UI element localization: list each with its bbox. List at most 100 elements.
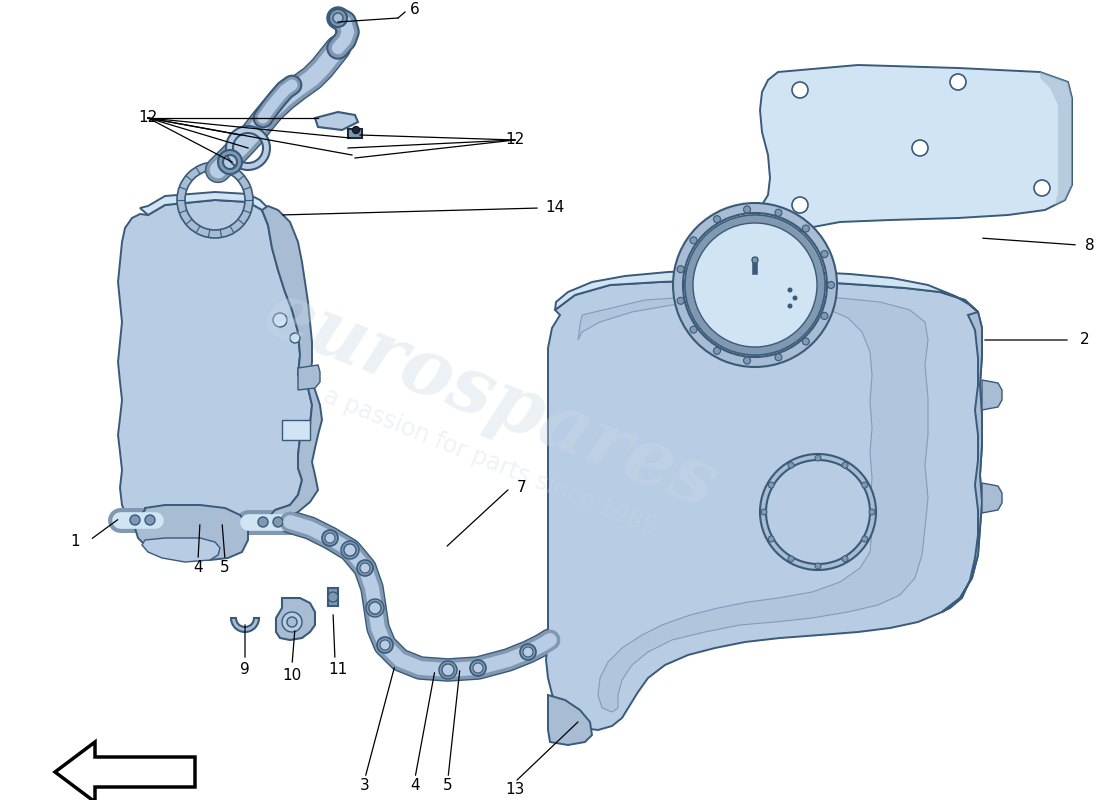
Wedge shape [673,203,837,367]
Circle shape [788,287,792,293]
Bar [282,420,310,440]
Circle shape [768,482,774,488]
Wedge shape [226,126,270,170]
Circle shape [950,74,966,90]
Circle shape [685,215,825,355]
Circle shape [842,462,848,468]
Polygon shape [982,483,1002,513]
Text: eurospares: eurospares [252,274,727,526]
Circle shape [788,303,792,309]
Circle shape [333,13,343,23]
Text: 4: 4 [194,561,202,575]
Circle shape [324,533,336,543]
Circle shape [821,313,828,319]
Text: 11: 11 [329,662,348,678]
Circle shape [258,517,268,527]
Circle shape [130,515,140,525]
Circle shape [861,536,868,542]
Circle shape [744,206,750,213]
Wedge shape [341,541,359,559]
Polygon shape [142,538,220,562]
Text: 4: 4 [410,778,420,793]
Circle shape [273,517,283,527]
Text: 3: 3 [360,778,370,793]
Circle shape [352,126,360,134]
Wedge shape [231,618,258,632]
Polygon shape [556,270,978,312]
Polygon shape [140,192,272,225]
Circle shape [377,637,393,653]
Circle shape [145,515,155,525]
Text: 6: 6 [410,2,420,18]
Wedge shape [282,612,303,632]
Text: 9: 9 [240,662,250,678]
Text: 12: 12 [505,133,525,147]
Circle shape [520,644,536,660]
Circle shape [792,197,808,213]
Circle shape [768,536,774,542]
Circle shape [815,563,821,569]
Text: 13: 13 [505,782,525,798]
Circle shape [776,354,782,361]
Circle shape [788,462,794,468]
Circle shape [776,210,782,216]
Polygon shape [262,206,322,522]
Circle shape [473,663,483,673]
Circle shape [788,556,794,562]
Wedge shape [177,162,253,238]
Wedge shape [439,661,456,679]
Circle shape [358,560,373,576]
Circle shape [379,640,390,650]
Polygon shape [118,200,312,540]
Text: 8: 8 [1086,238,1094,253]
Text: 12: 12 [139,110,157,126]
Circle shape [768,462,868,562]
Circle shape [912,140,928,156]
Polygon shape [578,295,928,712]
Circle shape [690,326,697,333]
Polygon shape [942,312,982,612]
Circle shape [678,266,684,273]
Wedge shape [218,150,242,174]
Polygon shape [548,695,592,745]
Circle shape [470,660,486,676]
Text: 7: 7 [517,481,527,495]
Polygon shape [982,380,1002,410]
Text: 2: 2 [1080,333,1090,347]
Polygon shape [758,65,1072,248]
Circle shape [360,563,370,573]
Circle shape [322,530,338,546]
Text: 10: 10 [283,667,301,682]
Circle shape [752,257,758,263]
Circle shape [861,482,868,488]
Text: 5: 5 [220,561,230,575]
Polygon shape [546,280,982,730]
Circle shape [273,313,287,327]
Circle shape [815,455,821,461]
Circle shape [842,556,848,562]
Circle shape [761,509,767,515]
Circle shape [792,295,798,301]
Bar [348,129,362,138]
Polygon shape [135,505,248,560]
Circle shape [328,592,338,602]
Circle shape [714,216,720,222]
Wedge shape [685,215,825,355]
Text: 5: 5 [443,778,453,793]
Polygon shape [298,365,320,390]
Polygon shape [315,112,358,130]
Circle shape [802,338,810,345]
Circle shape [1034,180,1050,196]
Wedge shape [760,454,876,570]
Polygon shape [1040,72,1072,210]
Text: 1: 1 [70,534,80,550]
Circle shape [869,509,874,515]
Circle shape [714,347,720,354]
Circle shape [792,82,808,98]
Circle shape [690,237,697,244]
Circle shape [744,357,750,364]
Wedge shape [366,599,384,617]
Circle shape [802,225,810,232]
Circle shape [827,282,835,289]
Circle shape [821,250,828,258]
